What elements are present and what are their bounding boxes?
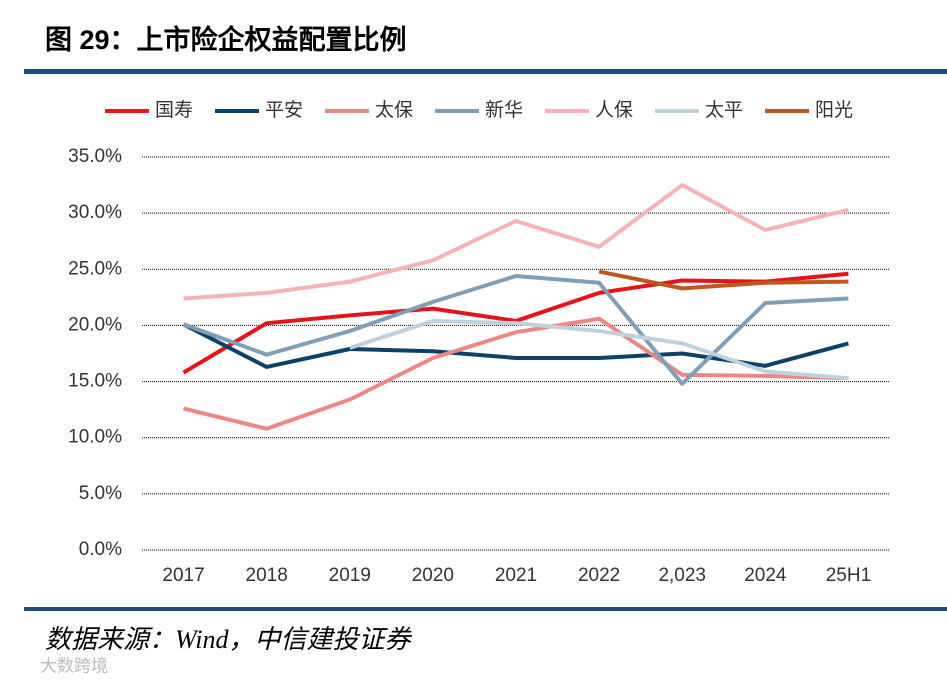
- legend-label: 太保: [375, 99, 413, 121]
- x-tick-label: 2,023: [658, 565, 706, 586]
- legend-label: 阳光: [815, 99, 853, 121]
- x-tick-label: 2024: [744, 565, 787, 586]
- x-tick-label: 2018: [246, 565, 288, 586]
- legend-label: 太平: [705, 99, 743, 121]
- y-tick-label: 0.0%: [79, 539, 122, 560]
- series-line: [182, 271, 849, 375]
- series-line: [349, 318, 849, 381]
- watermark: 大数跨境: [40, 656, 108, 675]
- y-tick-label: 20.0%: [68, 314, 122, 335]
- y-tick-label: 15.0%: [68, 371, 122, 392]
- legend-label: 新华: [485, 99, 523, 121]
- y-tick-label: 5.0%: [79, 483, 122, 504]
- chart-title: 图 29：上市险企权益配置比例: [45, 24, 407, 55]
- x-tick-label: 2021: [495, 565, 537, 586]
- bottom-rule: [24, 607, 947, 611]
- legend-label: 人保: [595, 99, 633, 121]
- legend-label: 国寿: [155, 99, 193, 121]
- x-tick-label: 2020: [412, 565, 454, 586]
- x-tick-label: 2019: [329, 565, 371, 586]
- y-tick-label: 35.0%: [68, 146, 122, 167]
- y-tick-label: 25.0%: [68, 258, 122, 279]
- source-note: 数据来源：Wind，中信建投证券: [45, 625, 412, 654]
- x-tick-label: 2022: [578, 565, 620, 586]
- y-tick-label: 10.0%: [68, 427, 122, 448]
- series-line: [183, 316, 849, 431]
- legend-label: 平安: [265, 99, 303, 121]
- series-line: [183, 183, 849, 301]
- top-rule: [24, 69, 947, 74]
- series-line: [598, 269, 849, 291]
- series-line: [182, 274, 849, 386]
- x-tick-label: 2017: [162, 565, 204, 586]
- x-tick-label: 25H1: [826, 565, 871, 586]
- y-tick-label: 30.0%: [68, 202, 122, 223]
